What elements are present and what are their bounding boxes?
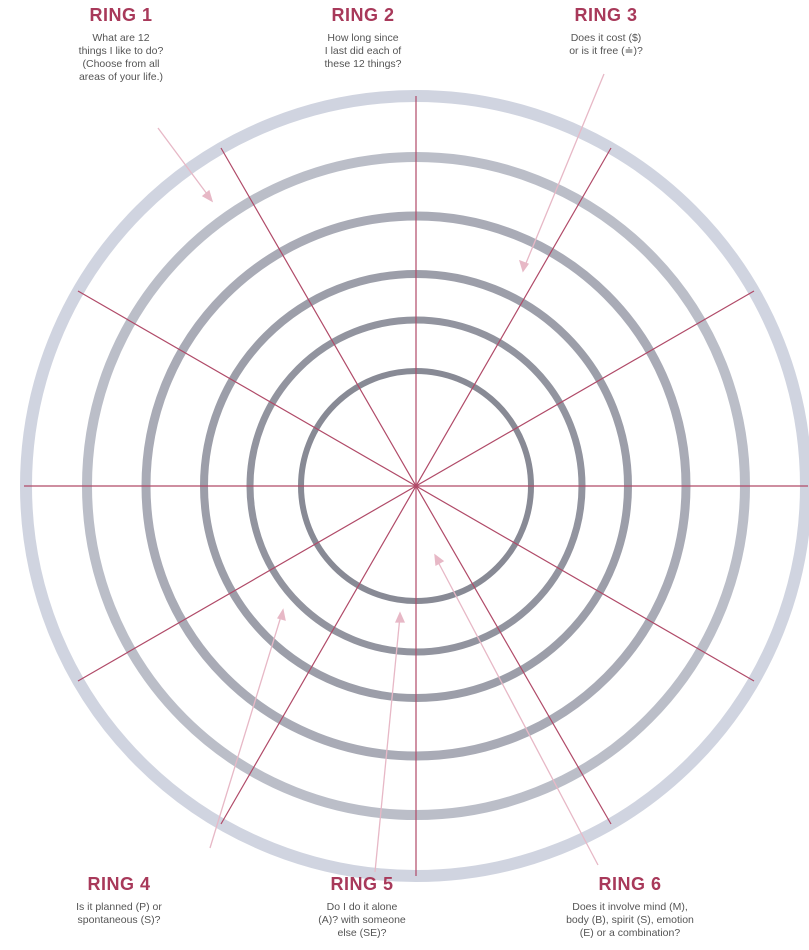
spoke [77, 290, 755, 682]
ring-5-label: RING 5 Do I do it alone (A)? with someon… [277, 874, 447, 940]
ring-6-title: RING 6 [598, 874, 662, 894]
ring-4-label: RING 4 Is it planned (P) or spontaneous … [34, 874, 204, 927]
ring-6-label: RING 6 Does it involve mind (M), body (B… [530, 874, 730, 940]
ring-5-description: Do I do it alone (A)? with someone else … [318, 901, 406, 939]
ring-1-description: What are 12 things I like to do? (Choose… [78, 32, 164, 83]
pointer-arrow-ring-3 [523, 73, 605, 269]
pointer-arrow-ring-1 [157, 127, 211, 199]
pointer-arrows [157, 73, 605, 873]
arrow-head [434, 553, 445, 567]
arrow-head [201, 189, 214, 203]
spokes [24, 96, 808, 876]
pointer-arrow-ring-6 [435, 557, 599, 866]
arrow-head [276, 608, 286, 621]
ring-2-title: RING 2 [331, 5, 395, 25]
pointer-arrow-ring-5 [374, 615, 401, 873]
ring-3-title: RING 3 [574, 5, 638, 25]
ring-3-label: RING 3 Does it cost ($) or is it free (≐… [521, 5, 691, 58]
ring-5-title: RING 5 [330, 874, 394, 894]
ring-6-description: Does it involve mind (M), body (B), spir… [566, 901, 694, 939]
ring-4-title: RING 4 [87, 874, 151, 894]
ring-2-description: How long since I last did each of these … [324, 32, 402, 70]
ring-1-label: RING 1 What are 12 things I like to do? … [36, 5, 206, 84]
ring-2-label: RING 2 How long since I last did each of… [278, 5, 448, 71]
ring-3-description: Does it cost ($) or is it free (≐)? [569, 32, 643, 57]
ring-4-description: Is it planned (P) or spontaneous (S)? [76, 901, 162, 926]
arrow-head [394, 611, 406, 623]
pointer-arrow-ring-4 [209, 612, 283, 849]
ring-1-title: RING 1 [89, 5, 153, 25]
arrow-head [519, 259, 530, 273]
